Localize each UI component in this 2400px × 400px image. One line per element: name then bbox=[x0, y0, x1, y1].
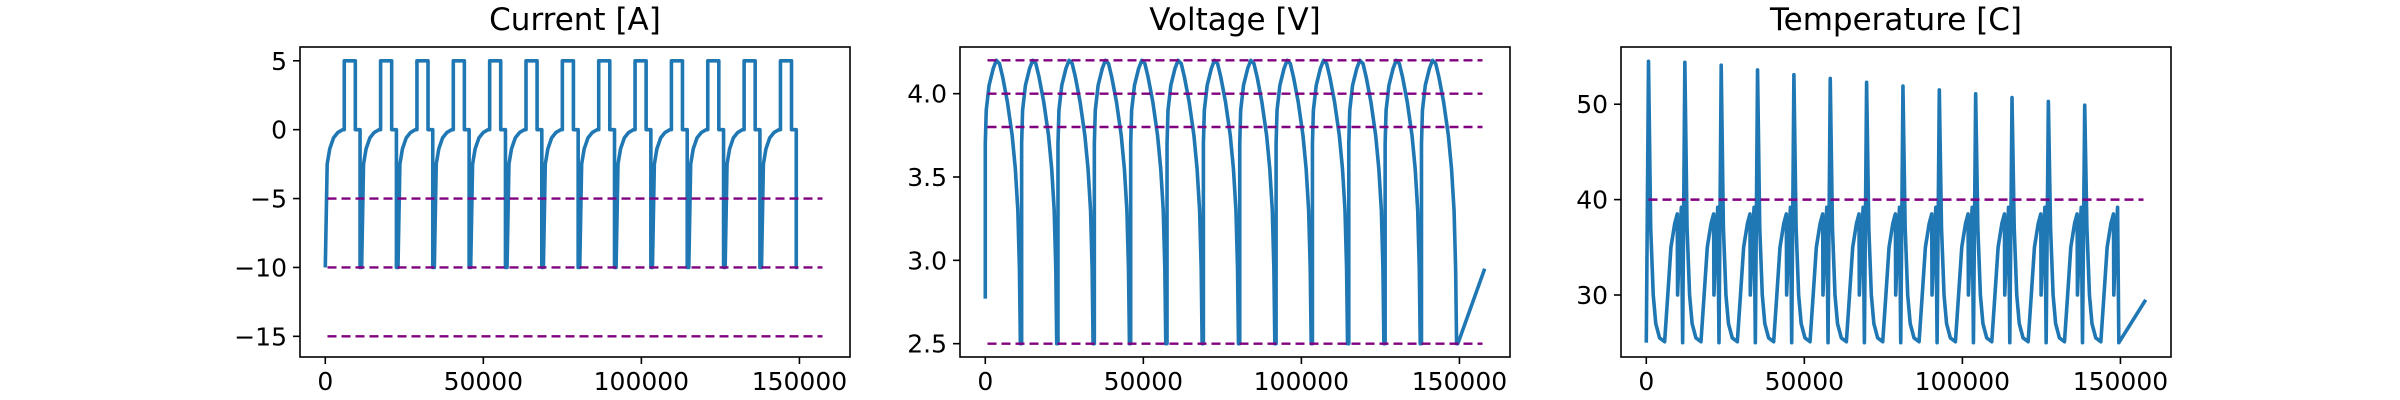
y-axis: 4.0 3.5 3.0 2.5 bbox=[907, 80, 960, 359]
y-tick-label: −5 bbox=[250, 185, 287, 214]
panel-voltage: Voltage [V] 0 50000 100000 150000 4.0 3.5 3.0… bbox=[907, 2, 1511, 396]
series-line bbox=[983, 58, 1487, 346]
axes-frame bbox=[1620, 46, 2172, 358]
x-tick-label: 100000 bbox=[594, 367, 689, 396]
plot-area bbox=[323, 58, 823, 338]
x-tick-label: 0 bbox=[1638, 367, 1654, 396]
x-tick-label: 50000 bbox=[1104, 367, 1184, 396]
panel-title: Voltage [V] bbox=[1149, 2, 1321, 38]
y-tick-label: 3.0 bbox=[907, 246, 947, 275]
panel-current: Current [A] 0 50000 100000 150000 5 0 −5 −10 −1… bbox=[234, 2, 851, 396]
x-axis: 0 50000 100000 150000 bbox=[977, 357, 1507, 396]
plot-area bbox=[983, 58, 1487, 346]
x-tick-label: 50000 bbox=[444, 367, 524, 396]
y-tick-label: −15 bbox=[234, 322, 287, 351]
x-tick-label: 150000 bbox=[752, 367, 847, 396]
y-tick-label: 50 bbox=[1576, 90, 1608, 119]
x-axis: 0 50000 100000 150000 bbox=[1638, 357, 2168, 396]
x-tick-label: 150000 bbox=[2073, 367, 2168, 396]
y-tick-label: 4.0 bbox=[907, 80, 947, 109]
x-tick-label: 100000 bbox=[1915, 367, 2010, 396]
x-tick-label: 0 bbox=[977, 367, 993, 396]
x-tick-label: 100000 bbox=[1254, 367, 1349, 396]
y-tick-label: 3.5 bbox=[907, 163, 947, 192]
series-line bbox=[323, 58, 799, 270]
y-tick-label: −10 bbox=[234, 253, 287, 282]
panel-temperature: Temperature [C] 0 50000 100000 150000 50 40 3… bbox=[1576, 2, 2172, 396]
y-tick-label: 40 bbox=[1576, 186, 1608, 215]
plot-area bbox=[1644, 59, 2148, 345]
x-axis: 0 50000 100000 150000 bbox=[317, 357, 847, 396]
panel-title: Temperature [C] bbox=[1769, 2, 2022, 38]
y-axis: 5 0 −5 −10 −15 bbox=[234, 47, 300, 351]
x-tick-label: 0 bbox=[317, 367, 333, 396]
y-axis: 50 40 30 bbox=[1576, 90, 1621, 310]
y-tick-label: 0 bbox=[271, 116, 287, 145]
series-line bbox=[1644, 59, 2148, 345]
x-tick-label: 50000 bbox=[1765, 367, 1845, 396]
x-tick-label: 150000 bbox=[1412, 367, 1507, 396]
panel-title: Current [A] bbox=[489, 2, 661, 38]
y-tick-label: 2.5 bbox=[907, 330, 947, 359]
y-tick-label: 30 bbox=[1576, 281, 1608, 310]
y-tick-label: 5 bbox=[271, 47, 287, 76]
